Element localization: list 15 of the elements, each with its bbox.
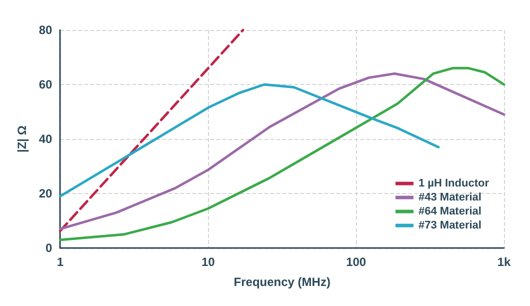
y-tick-label: 0	[46, 241, 53, 255]
legend-label: 1 µH Inductor	[418, 178, 490, 190]
y-tick-label: 80	[38, 23, 53, 37]
y-tick-label: 60	[38, 78, 53, 92]
legend-label: #64 Material	[418, 206, 482, 218]
x-tick-label: 1k	[497, 255, 511, 269]
x-tick-label: 10	[201, 255, 216, 269]
x-tick-label: 100	[346, 255, 366, 269]
legend-label: #73 Material	[418, 220, 482, 232]
x-tick-label: 1	[56, 255, 64, 269]
legend-label: #43 Material	[418, 192, 482, 204]
y-axis-title: |Z| Ω	[15, 125, 29, 152]
x-axis-title: Frequency (MHz)	[234, 275, 330, 289]
y-tick-label: 20	[38, 186, 53, 200]
y-tick-label: 40	[38, 132, 53, 146]
